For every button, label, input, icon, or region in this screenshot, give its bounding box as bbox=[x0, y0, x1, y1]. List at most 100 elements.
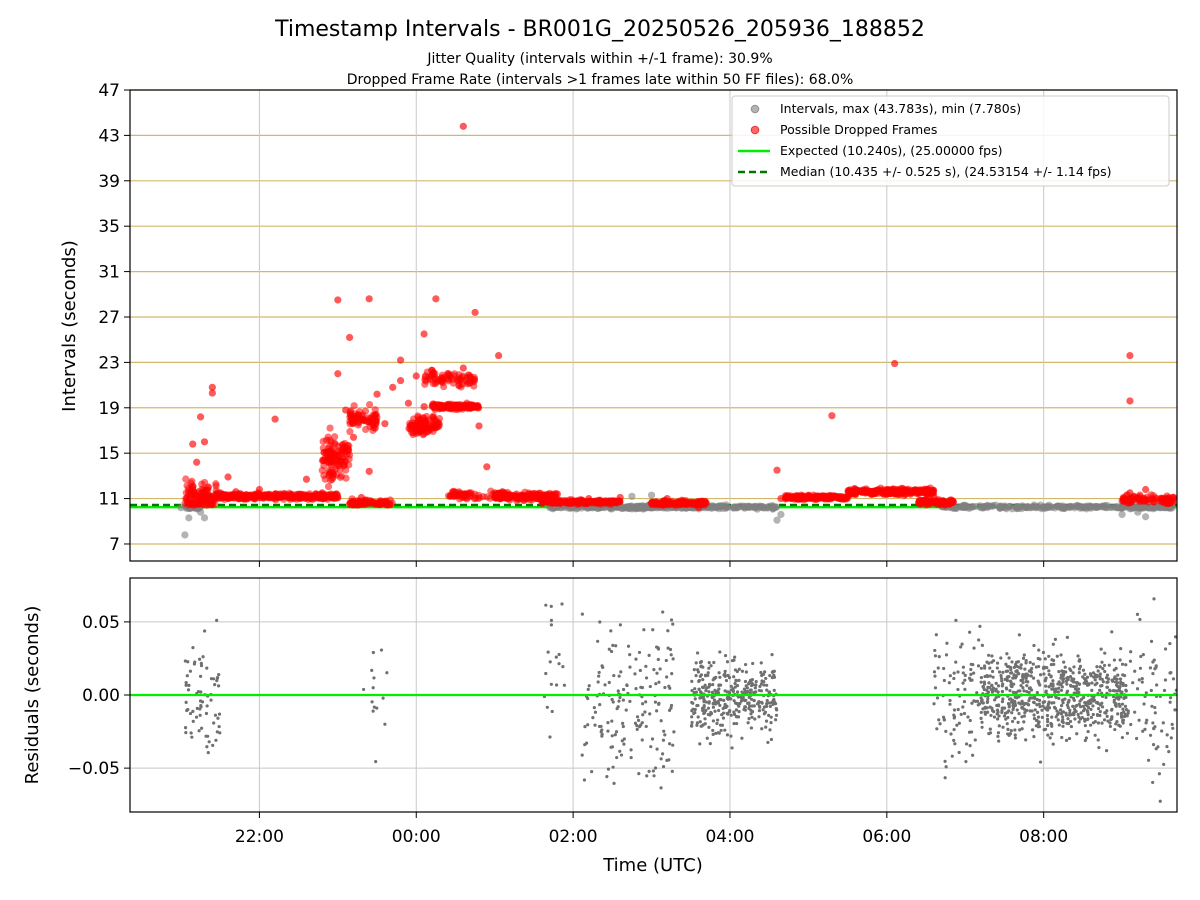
residual-point bbox=[710, 695, 714, 700]
residual-point bbox=[1105, 714, 1109, 719]
residual-point bbox=[749, 697, 754, 701]
dropped-frame-point bbox=[409, 415, 418, 423]
residual-point bbox=[985, 660, 989, 664]
residual-point bbox=[1078, 699, 1082, 703]
residual-point bbox=[1129, 722, 1133, 727]
intervals-y-tick-label: 19 bbox=[98, 399, 120, 419]
dropped-frame-point bbox=[319, 437, 327, 445]
residual-point bbox=[1112, 676, 1117, 681]
residual-point bbox=[1015, 708, 1019, 712]
residual-point bbox=[975, 699, 980, 703]
dropped-frame-point bbox=[212, 480, 220, 488]
dropped-frame-point bbox=[804, 491, 812, 499]
residual-point bbox=[1017, 712, 1021, 716]
residual-point bbox=[1077, 670, 1081, 675]
dropped-frame-point bbox=[334, 451, 342, 459]
residual-point bbox=[1022, 714, 1026, 718]
dropped-frame-point bbox=[777, 494, 785, 503]
intervals-y-tick-label: 47 bbox=[98, 81, 120, 101]
residual-point bbox=[217, 712, 222, 716]
residual-point bbox=[1011, 705, 1016, 710]
dropped-frame-point bbox=[945, 500, 954, 508]
residual-point bbox=[1059, 653, 1063, 657]
residual-point bbox=[1160, 729, 1164, 733]
residual-point bbox=[969, 672, 973, 676]
dropped-frame-point bbox=[538, 497, 546, 505]
residual-point bbox=[1038, 760, 1043, 764]
residual-point bbox=[1124, 689, 1128, 693]
residual-point bbox=[740, 669, 745, 673]
residual-point bbox=[973, 738, 977, 742]
residual-point bbox=[1001, 725, 1005, 729]
residual-point bbox=[190, 735, 194, 739]
interval-point bbox=[757, 502, 765, 511]
residual-point bbox=[744, 698, 748, 702]
residual-point bbox=[659, 719, 663, 723]
residual-point bbox=[1102, 663, 1107, 668]
residual-point bbox=[1064, 711, 1068, 715]
dropped-frame-point bbox=[368, 418, 376, 426]
residual-point bbox=[1093, 678, 1097, 682]
dropped-frame-point bbox=[654, 499, 662, 508]
dropped-frame-point bbox=[334, 296, 342, 304]
residual-point bbox=[1013, 736, 1018, 740]
residual-point bbox=[1013, 728, 1017, 732]
residual-point bbox=[1048, 736, 1052, 740]
residual-point bbox=[611, 700, 615, 704]
residual-point bbox=[1007, 665, 1011, 669]
dropped-frame-point bbox=[491, 489, 499, 497]
residual-point bbox=[647, 653, 651, 657]
residual-point bbox=[981, 701, 985, 705]
residual-point bbox=[1007, 709, 1011, 713]
residual-point bbox=[692, 668, 696, 672]
residual-point bbox=[629, 755, 633, 760]
residual-point bbox=[1094, 673, 1098, 678]
residual-point bbox=[696, 715, 700, 719]
residual-point bbox=[1092, 698, 1096, 702]
residual-point bbox=[1074, 704, 1078, 708]
intervals-y-tick-label: 7 bbox=[109, 535, 120, 555]
residual-point bbox=[1112, 658, 1117, 662]
residual-point bbox=[1025, 684, 1029, 688]
residual-point bbox=[1024, 738, 1028, 742]
residual-point bbox=[617, 699, 621, 703]
residual-point bbox=[1018, 728, 1022, 732]
residual-point bbox=[717, 708, 721, 713]
residual-point bbox=[994, 689, 998, 693]
residual-point bbox=[370, 700, 374, 704]
residual-point bbox=[1043, 657, 1047, 661]
residual-point bbox=[733, 701, 738, 705]
residual-point bbox=[963, 687, 967, 691]
residual-point bbox=[1061, 715, 1065, 719]
residual-point bbox=[768, 673, 772, 678]
residual-point bbox=[725, 660, 730, 664]
residual-point bbox=[1001, 682, 1005, 686]
residual-point bbox=[1139, 654, 1143, 659]
residual-point bbox=[1100, 721, 1104, 725]
dropped-frame-point bbox=[1126, 489, 1134, 497]
residual-point bbox=[1054, 695, 1058, 700]
residual-point bbox=[1121, 707, 1125, 711]
residual-point bbox=[621, 721, 625, 725]
residual-point bbox=[1085, 675, 1090, 679]
residual-point bbox=[1000, 709, 1004, 713]
residual-point bbox=[216, 684, 221, 688]
residual-point bbox=[370, 668, 374, 672]
residual-point bbox=[952, 671, 956, 675]
dropped-frame-point bbox=[305, 492, 313, 501]
residual-point bbox=[1066, 700, 1070, 704]
dropped-frame-point bbox=[585, 494, 593, 503]
residual-point bbox=[1027, 686, 1031, 690]
residual-point bbox=[1095, 701, 1099, 705]
dropped-frame-point bbox=[246, 493, 254, 501]
residual-point bbox=[991, 659, 996, 663]
residual-point bbox=[635, 715, 640, 719]
residual-point bbox=[1077, 690, 1081, 695]
residual-point bbox=[371, 686, 375, 690]
residual-point bbox=[1110, 717, 1114, 721]
residual-point bbox=[956, 687, 960, 692]
dropped-frame-point bbox=[206, 500, 214, 508]
residual-point bbox=[1046, 733, 1050, 737]
residual-point bbox=[216, 716, 220, 720]
residual-point bbox=[982, 682, 987, 686]
